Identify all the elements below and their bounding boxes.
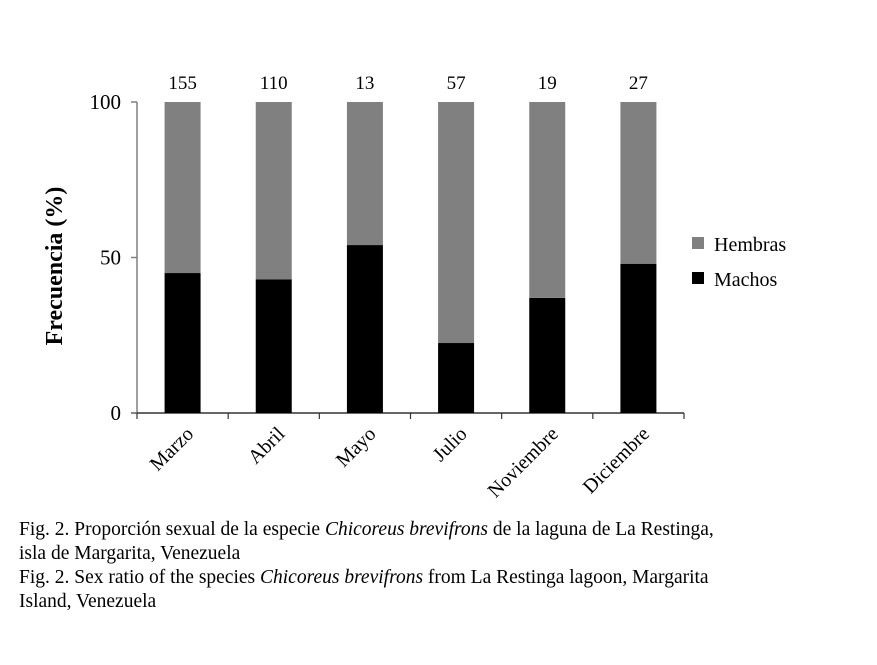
sample-size-label: 110 [260, 73, 288, 94]
sample-size-label: 57 [447, 73, 466, 94]
bar-machos-diciembre [620, 263, 657, 413]
x-tick-label: Julio [429, 423, 472, 466]
bar-hembras-abril [255, 102, 292, 280]
x-tick-label: Mayo [332, 423, 381, 472]
legend-swatch-hembras [692, 237, 704, 249]
sample-size-label: 13 [355, 73, 374, 94]
caption-spanish: Fig. 2. Proporción sexual de la especie … [19, 518, 869, 566]
x-tick-label: Diciembre [579, 423, 654, 498]
caption-en-species: Chicoreus brevifrons [260, 567, 424, 588]
sample-size-label: 155 [168, 73, 197, 94]
bar-machos-marzo [164, 273, 201, 413]
labels-group: 155 Marzo 110 Abril 13 Mayo 57 Julio 19 Noviembre… [146, 73, 654, 502]
y-axis-label: Frecuencia (%) [42, 187, 68, 346]
x-tick-label: Noviembre [484, 423, 563, 502]
chart-axes: 0 50 100 [90, 90, 685, 425]
y-tick-label: 50 [100, 246, 121, 270]
bar-machos-noviembre [529, 297, 566, 413]
bar-hembras-diciembre [620, 102, 657, 264]
legend-label-hembras: Hembras [714, 234, 786, 256]
caption-english: Fig. 2. Sex ratio of the species Chicore… [19, 566, 869, 614]
caption-en-line2: Island, Venezuela [19, 591, 157, 612]
legend: Hembras Machos [692, 234, 786, 291]
sample-size-label: 19 [538, 73, 557, 94]
x-tick-label: Abril [244, 423, 290, 469]
caption-en-suffix: from La Restinga lagoon, Margarita [423, 567, 709, 588]
bar-hembras-noviembre [529, 102, 566, 298]
legend-swatch-machos [692, 272, 704, 284]
bars-group [164, 102, 657, 413]
caption-es-line2: isla de Margarita, Venezuela [19, 543, 241, 564]
y-tick-label: 0 [111, 401, 122, 425]
caption-es-suffix: de la laguna de La Restinga, [488, 519, 714, 540]
x-tick-label: Marzo [146, 423, 198, 475]
bar-hembras-mayo [346, 102, 383, 246]
y-tick-label: 100 [90, 90, 122, 114]
bar-hembras-julio [438, 102, 475, 344]
sample-size-label: 27 [629, 73, 648, 94]
caption-en-prefix: Fig. 2. Sex ratio of the species [19, 567, 260, 588]
bar-machos-abril [255, 279, 292, 413]
bar-hembras-marzo [164, 102, 201, 274]
figure-caption: Fig. 2. Proporción sexual de la especie … [19, 518, 869, 614]
caption-es-species: Chicoreus brevifrons [324, 519, 488, 540]
bar-machos-mayo [346, 245, 383, 413]
bar-machos-julio [438, 343, 475, 413]
stacked-bar-chart: 0 50 100 155 Marzo 110 Abril 13 Mayo 57 Julio 19 No… [42, 73, 786, 502]
caption-es-prefix: Fig. 2. Proporción sexual de la especie [19, 519, 325, 540]
legend-label-machos: Machos [714, 269, 778, 291]
